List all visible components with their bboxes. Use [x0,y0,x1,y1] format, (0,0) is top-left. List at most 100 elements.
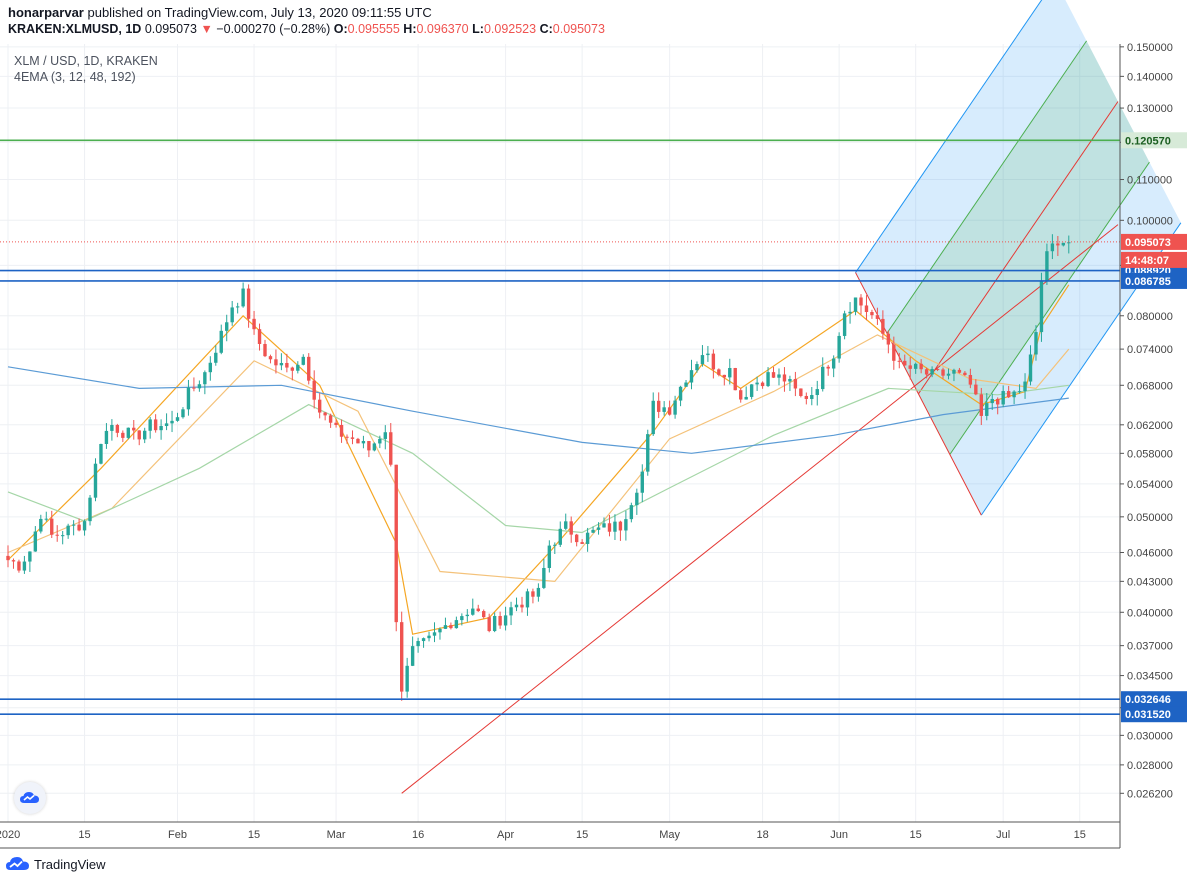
candle-body [170,420,174,424]
y-tick-label: 0.080000 [1127,311,1173,323]
candle-body [1006,391,1011,398]
candle-body [542,567,546,588]
candle-body [815,389,819,396]
candle-body [399,622,404,692]
level-label-text: 0.032646 [1125,694,1171,706]
candle-body [553,544,557,546]
candle-body [82,521,87,531]
candle-body [722,374,727,378]
candle-body [799,388,803,396]
candle-body [514,604,519,608]
tradingview-cloud-icon[interactable] [14,782,46,814]
candle-body [635,492,639,506]
footer-brand[interactable]: TradingView [6,856,106,872]
candle-body [728,367,732,378]
x-tick-label: Feb [168,829,187,841]
candle-body [536,587,541,597]
chart-grid [0,44,1120,822]
candle-body [71,524,76,526]
low-value: 0.092523 [483,22,537,36]
y-tick-label: 0.054000 [1127,479,1173,491]
footer-brand-text: TradingView [34,856,106,872]
x-tick-label: Mar [327,829,346,841]
candle-body [509,607,513,616]
candle-body [175,417,180,421]
candle-body [1028,354,1033,382]
candle-body [503,615,508,626]
y-tick-label: 0.130000 [1127,103,1173,115]
candle-body [695,364,699,371]
candle-body [613,521,617,532]
y-tick-label: 0.030000 [1127,730,1173,742]
candle-body [241,288,245,307]
candle-body [93,463,98,498]
candle-body [744,396,748,400]
level-label-box [1121,691,1187,708]
candle-body [6,555,10,561]
price-labels: 0.1205700.0889200.0867850.0326460.031520… [1121,132,1187,723]
candle-body [684,382,688,387]
y-tick-label: 0.028000 [1127,760,1173,772]
candle-body [22,561,27,571]
current-price-text: 0.095073 [1125,237,1171,249]
candle-body [760,382,765,387]
y-tick-label: 0.062000 [1127,420,1173,432]
candle-body [520,604,524,608]
candle-body [498,616,502,626]
candle-body [1012,391,1016,398]
pitchfork-line [949,161,1150,455]
candle-body [405,665,409,692]
candle-body [383,432,387,439]
candle-body [137,430,141,440]
candle-body [110,424,114,431]
candle-body [1050,243,1055,252]
candle-body [870,312,874,316]
candle-body [235,306,240,308]
cloud-icon [20,792,39,803]
ohlc-header: KRAKEN:XLMUSD, 1D 0.095073 ▼ −0.000270 (… [8,22,605,36]
candle-body [268,356,273,360]
candle-body [487,617,491,632]
candle-body [44,518,48,520]
candle-body [290,367,295,371]
legend-symbol[interactable]: XLM / USD, 1D, KRAKEN [14,54,158,68]
candle-body [39,518,43,532]
candle-body [361,441,366,444]
candle-body [1034,332,1038,355]
chart-drawings [401,0,1182,794]
candle-body [859,297,863,306]
candle-body [99,443,103,464]
candle-body [416,641,420,647]
publish-info: honarparvar published on TradingView.com… [8,5,432,20]
x-tick-label: Apr [497,829,514,841]
legend-indicator[interactable]: 4EMA (3, 12, 48, 192) [14,70,136,84]
level-label-box [1121,706,1187,723]
candle-body [717,369,721,375]
candle-body [700,355,705,365]
candle-body [1001,391,1005,405]
candle-body [580,542,584,544]
candle-body [892,344,896,361]
candle-body [1056,243,1060,246]
candle-body [629,505,634,520]
open-label: O: [333,22,348,36]
candle-body [17,561,21,571]
candle-body [837,335,841,359]
x-tick-label: 15 [1074,829,1086,841]
candle-body [410,646,415,666]
candle-body [186,387,191,410]
ema-line [7,366,1069,454]
candle-body [454,620,459,629]
candle-body [208,362,213,373]
published-text: published on TradingView.com, July 13, 2… [83,5,432,20]
y-tick-label: 0.026200 [1127,788,1173,800]
candle-body [963,372,967,375]
candle-body [755,382,759,385]
candle-body [826,366,830,369]
author-name[interactable]: honarparvar [8,5,84,20]
countdown-box [1121,251,1187,268]
candle-body [356,438,360,444]
candle-body [886,333,891,345]
candle-body [913,363,918,369]
